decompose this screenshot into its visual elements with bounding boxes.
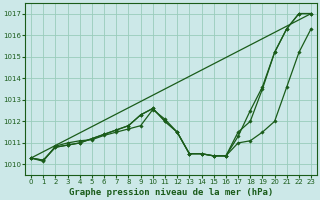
X-axis label: Graphe pression niveau de la mer (hPa): Graphe pression niveau de la mer (hPa) [69,188,273,197]
